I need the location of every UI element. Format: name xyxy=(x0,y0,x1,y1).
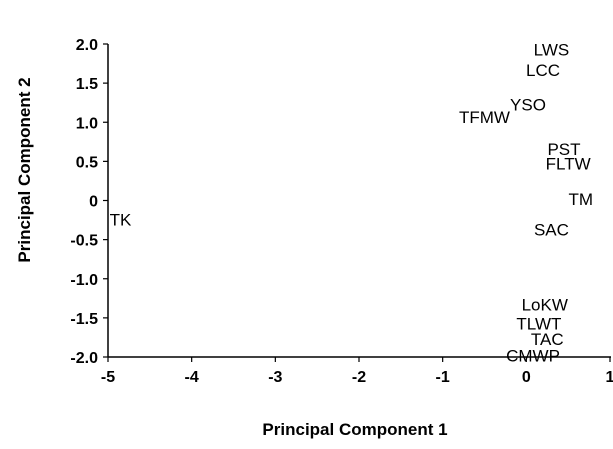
data-point-label: TAC xyxy=(531,330,564,349)
data-point-label: TFMW xyxy=(459,108,510,127)
y-tick-label: 0.5 xyxy=(76,154,98,171)
x-tick-label: -5 xyxy=(101,369,115,386)
x-tick-label: -2 xyxy=(352,369,366,386)
x-axis: -5 -4 -3 -2 -1 0 1 xyxy=(101,356,613,386)
x-tick-label: -1 xyxy=(436,369,450,386)
y-tick-label: -0.5 xyxy=(70,233,98,250)
data-point-label: CMWP xyxy=(506,346,560,365)
data-point-label: FLTW xyxy=(546,155,591,174)
x-tick-label: 1 xyxy=(606,369,613,386)
y-tick-label: 1.5 xyxy=(76,76,98,93)
x-axis-title: Principal Component 1 xyxy=(262,420,447,439)
y-axis-title: Principal Component 2 xyxy=(15,77,34,262)
data-point-label: TK xyxy=(110,210,132,229)
data-point-label: PST xyxy=(547,140,580,159)
data-point-label: SAC xyxy=(534,220,569,239)
y-tick-label: -2.0 xyxy=(70,350,98,367)
data-point-label: TLWT xyxy=(516,314,561,333)
data-point-label: TM xyxy=(568,190,593,209)
x-tick-label: -3 xyxy=(268,369,282,386)
y-tick-label: 2.0 xyxy=(76,37,98,54)
y-tick-label: 1.0 xyxy=(76,115,98,132)
data-point-label: LWS xyxy=(534,40,570,59)
data-point-label: LoKW xyxy=(522,296,568,315)
y-tick-label: 0 xyxy=(89,194,98,211)
data-point-label: LCC xyxy=(526,61,560,80)
x-tick-label: -4 xyxy=(185,369,199,386)
data-point-label: YSO xyxy=(510,95,546,114)
y-tick-label: -1.5 xyxy=(70,311,98,328)
x-tick-label: 0 xyxy=(522,369,531,386)
y-tick-label: -1.0 xyxy=(70,272,98,289)
y-axis: 2.0 1.5 1.0 0.5 0 -0.5 -1.0 -1.5 -2.0 xyxy=(70,37,109,367)
